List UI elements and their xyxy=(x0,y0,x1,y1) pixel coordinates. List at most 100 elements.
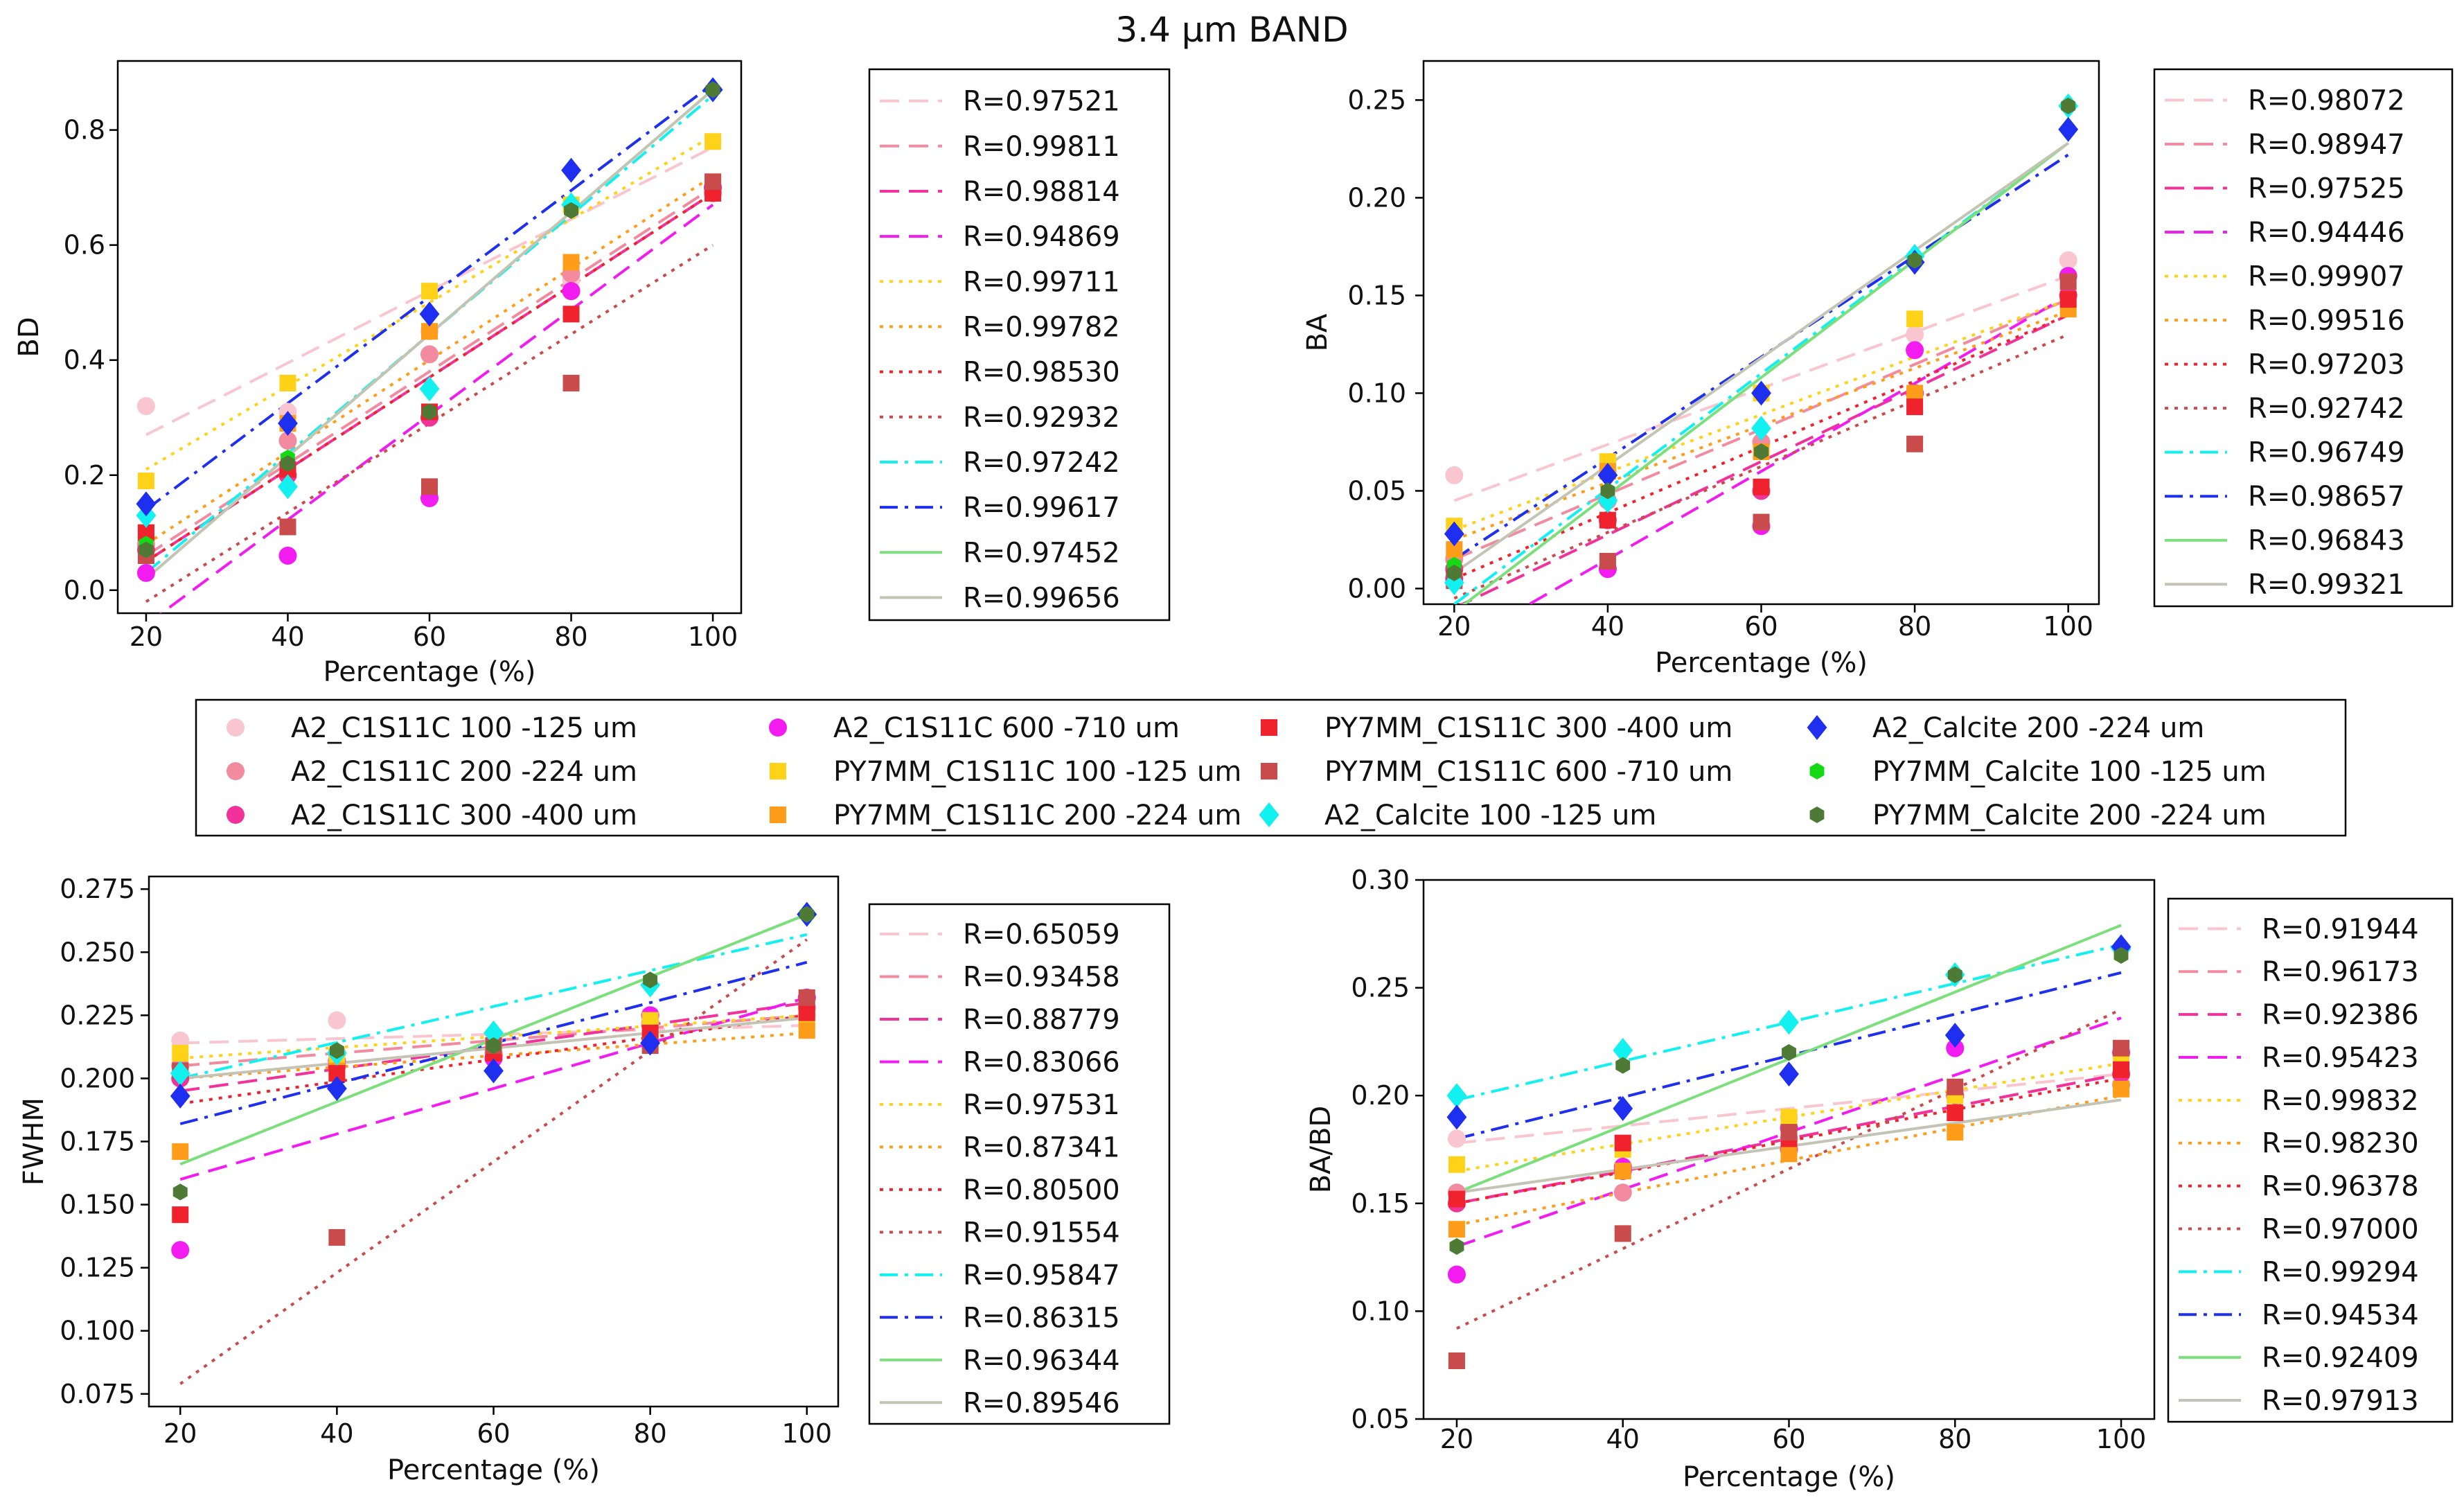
r-legend-label: R=0.80500 xyxy=(963,1174,1120,1206)
data-point-s12 xyxy=(329,1042,344,1059)
x-tick-label: 20 xyxy=(1437,611,1471,642)
x-tick-label: 80 xyxy=(633,1418,666,1449)
r-legend-label: R=0.96344 xyxy=(963,1345,1120,1377)
r-legend-label: R=0.96378 xyxy=(2262,1171,2419,1203)
fit-line-8 xyxy=(1456,1007,2122,1330)
series-legend-marker xyxy=(227,806,245,824)
data-point-s8 xyxy=(1599,552,1616,570)
data-point-s12 xyxy=(2061,97,2076,114)
y-tick-label: 0.100 xyxy=(60,1316,135,1346)
data-point-s12 xyxy=(486,1037,501,1055)
x-tick-label: 60 xyxy=(1772,1424,1805,1454)
data-point-s6 xyxy=(798,1022,815,1039)
r-legend-label: R=0.99711 xyxy=(963,266,1120,298)
series-legend-label: A2_C1S11C 200 -224 um xyxy=(291,756,637,788)
data-point-s7 xyxy=(1448,1190,1465,1208)
r-legend-label: R=0.97000 xyxy=(2262,1214,2419,1246)
fit-line-11 xyxy=(1462,141,2069,604)
r-legend-label: R=0.92932 xyxy=(963,402,1120,434)
data-point-s4 xyxy=(562,282,580,301)
data-point-s12 xyxy=(643,971,658,989)
x-axis-label: Percentage (%) xyxy=(1655,647,1868,679)
data-point-s12 xyxy=(1782,1043,1796,1061)
x-tick-label: 100 xyxy=(2043,611,2093,642)
data-point-s7 xyxy=(1599,511,1616,529)
data-point-s7 xyxy=(798,1004,815,1021)
series-legend-label: A2_Calcite 200 -224 um xyxy=(1872,712,2204,744)
r-legend-label: R=0.98530 xyxy=(963,357,1120,389)
data-point-s4 xyxy=(1906,341,1924,360)
data-point-s10 xyxy=(1446,1104,1467,1130)
r-legend-label: R=0.65059 xyxy=(963,919,1120,951)
data-point-s4 xyxy=(278,546,297,565)
data-point-s12 xyxy=(2113,946,2129,964)
r-legend-label: R=0.97203 xyxy=(2248,349,2405,381)
fit-line-2 xyxy=(145,186,714,557)
r-legend-label: R=0.99321 xyxy=(2248,569,2405,601)
data-point-s6 xyxy=(562,254,580,271)
data-point-s12 xyxy=(1446,564,1462,581)
data-point-s10 xyxy=(419,301,440,327)
r-legend-label: R=0.98657 xyxy=(2248,481,2405,513)
fit-line-6 xyxy=(1456,1094,2122,1226)
data-point-s8 xyxy=(562,374,580,391)
data-point-s5 xyxy=(704,133,722,150)
data-point-s8 xyxy=(2113,1039,2130,1057)
data-point-s7 xyxy=(1906,398,1924,416)
data-point-s10 xyxy=(561,157,581,183)
plot-area xyxy=(170,901,817,1385)
y-tick-label: 0.225 xyxy=(60,1000,135,1030)
data-point-s9 xyxy=(170,1061,190,1086)
series-legend-marker xyxy=(227,719,245,737)
y-tick-label: 0.075 xyxy=(60,1379,135,1409)
r-legend-label: R=0.96749 xyxy=(2248,437,2405,469)
r-legend-label: R=0.97452 xyxy=(963,537,1120,569)
data-point-s5 xyxy=(421,283,438,300)
y-axis-label: BA xyxy=(1302,313,1333,351)
y-tick-label: 0.05 xyxy=(1351,1404,1410,1434)
data-point-s12 xyxy=(1449,1238,1464,1255)
fit-line-12 xyxy=(1453,141,2069,574)
data-point-s12 xyxy=(1947,966,1962,983)
series-legend-label: PY7MM_Calcite 100 -125 um xyxy=(1872,756,2267,788)
data-point-s2 xyxy=(1613,1183,1632,1202)
r-legend-label: R=0.97242 xyxy=(963,447,1120,479)
series-legend-label: PY7MM_Calcite 200 -224 um xyxy=(1872,800,2267,831)
fit-line-3 xyxy=(179,1001,808,1093)
fit-line-1 xyxy=(145,146,714,437)
data-point-s1 xyxy=(1445,466,1464,484)
series-legend-marker xyxy=(227,762,245,780)
r-legend-label: R=0.99294 xyxy=(2262,1256,2419,1288)
r-legend-label: R=0.89546 xyxy=(963,1387,1120,1419)
r-legend-box xyxy=(868,68,1171,622)
y-tick-label: 0.275 xyxy=(60,874,135,904)
r-legend-label: R=0.91944 xyxy=(2262,913,2419,945)
r-legend-label: R=0.99832 xyxy=(2262,1085,2419,1117)
data-point-s8 xyxy=(328,1228,346,1246)
data-point-s12 xyxy=(1615,1057,1631,1074)
series-legend-marker xyxy=(769,719,787,737)
r-legend-label: R=0.94446 xyxy=(2248,217,2405,249)
fit-line-9 xyxy=(179,933,808,1080)
y-axis-label: FWHM xyxy=(18,1098,50,1186)
data-point-s5 xyxy=(1906,310,1924,328)
data-point-s1 xyxy=(136,397,155,416)
y-tick-label: 0.0 xyxy=(64,575,105,606)
r-legend-label: R=0.98814 xyxy=(963,176,1120,208)
series-legend-marker xyxy=(1809,807,1825,823)
series-legend-marker xyxy=(770,807,786,823)
data-point-s10 xyxy=(1597,462,1618,488)
r-legend-label: R=0.98947 xyxy=(2248,129,2405,161)
data-point-s2 xyxy=(420,345,438,364)
data-point-s6 xyxy=(172,1143,189,1161)
data-point-s6 xyxy=(1448,1221,1465,1238)
data-point-s8 xyxy=(1947,1078,1964,1095)
r-legend-label: R=0.92742 xyxy=(2248,393,2405,425)
x-tick-label: 20 xyxy=(130,622,163,652)
data-point-s6 xyxy=(1780,1145,1798,1163)
fit-line-10 xyxy=(1456,971,2122,1140)
data-point-s12 xyxy=(139,541,154,558)
series-legend-marker xyxy=(1261,763,1277,779)
data-point-s4 xyxy=(171,1241,190,1260)
y-tick-label: 0.30 xyxy=(1351,865,1410,895)
